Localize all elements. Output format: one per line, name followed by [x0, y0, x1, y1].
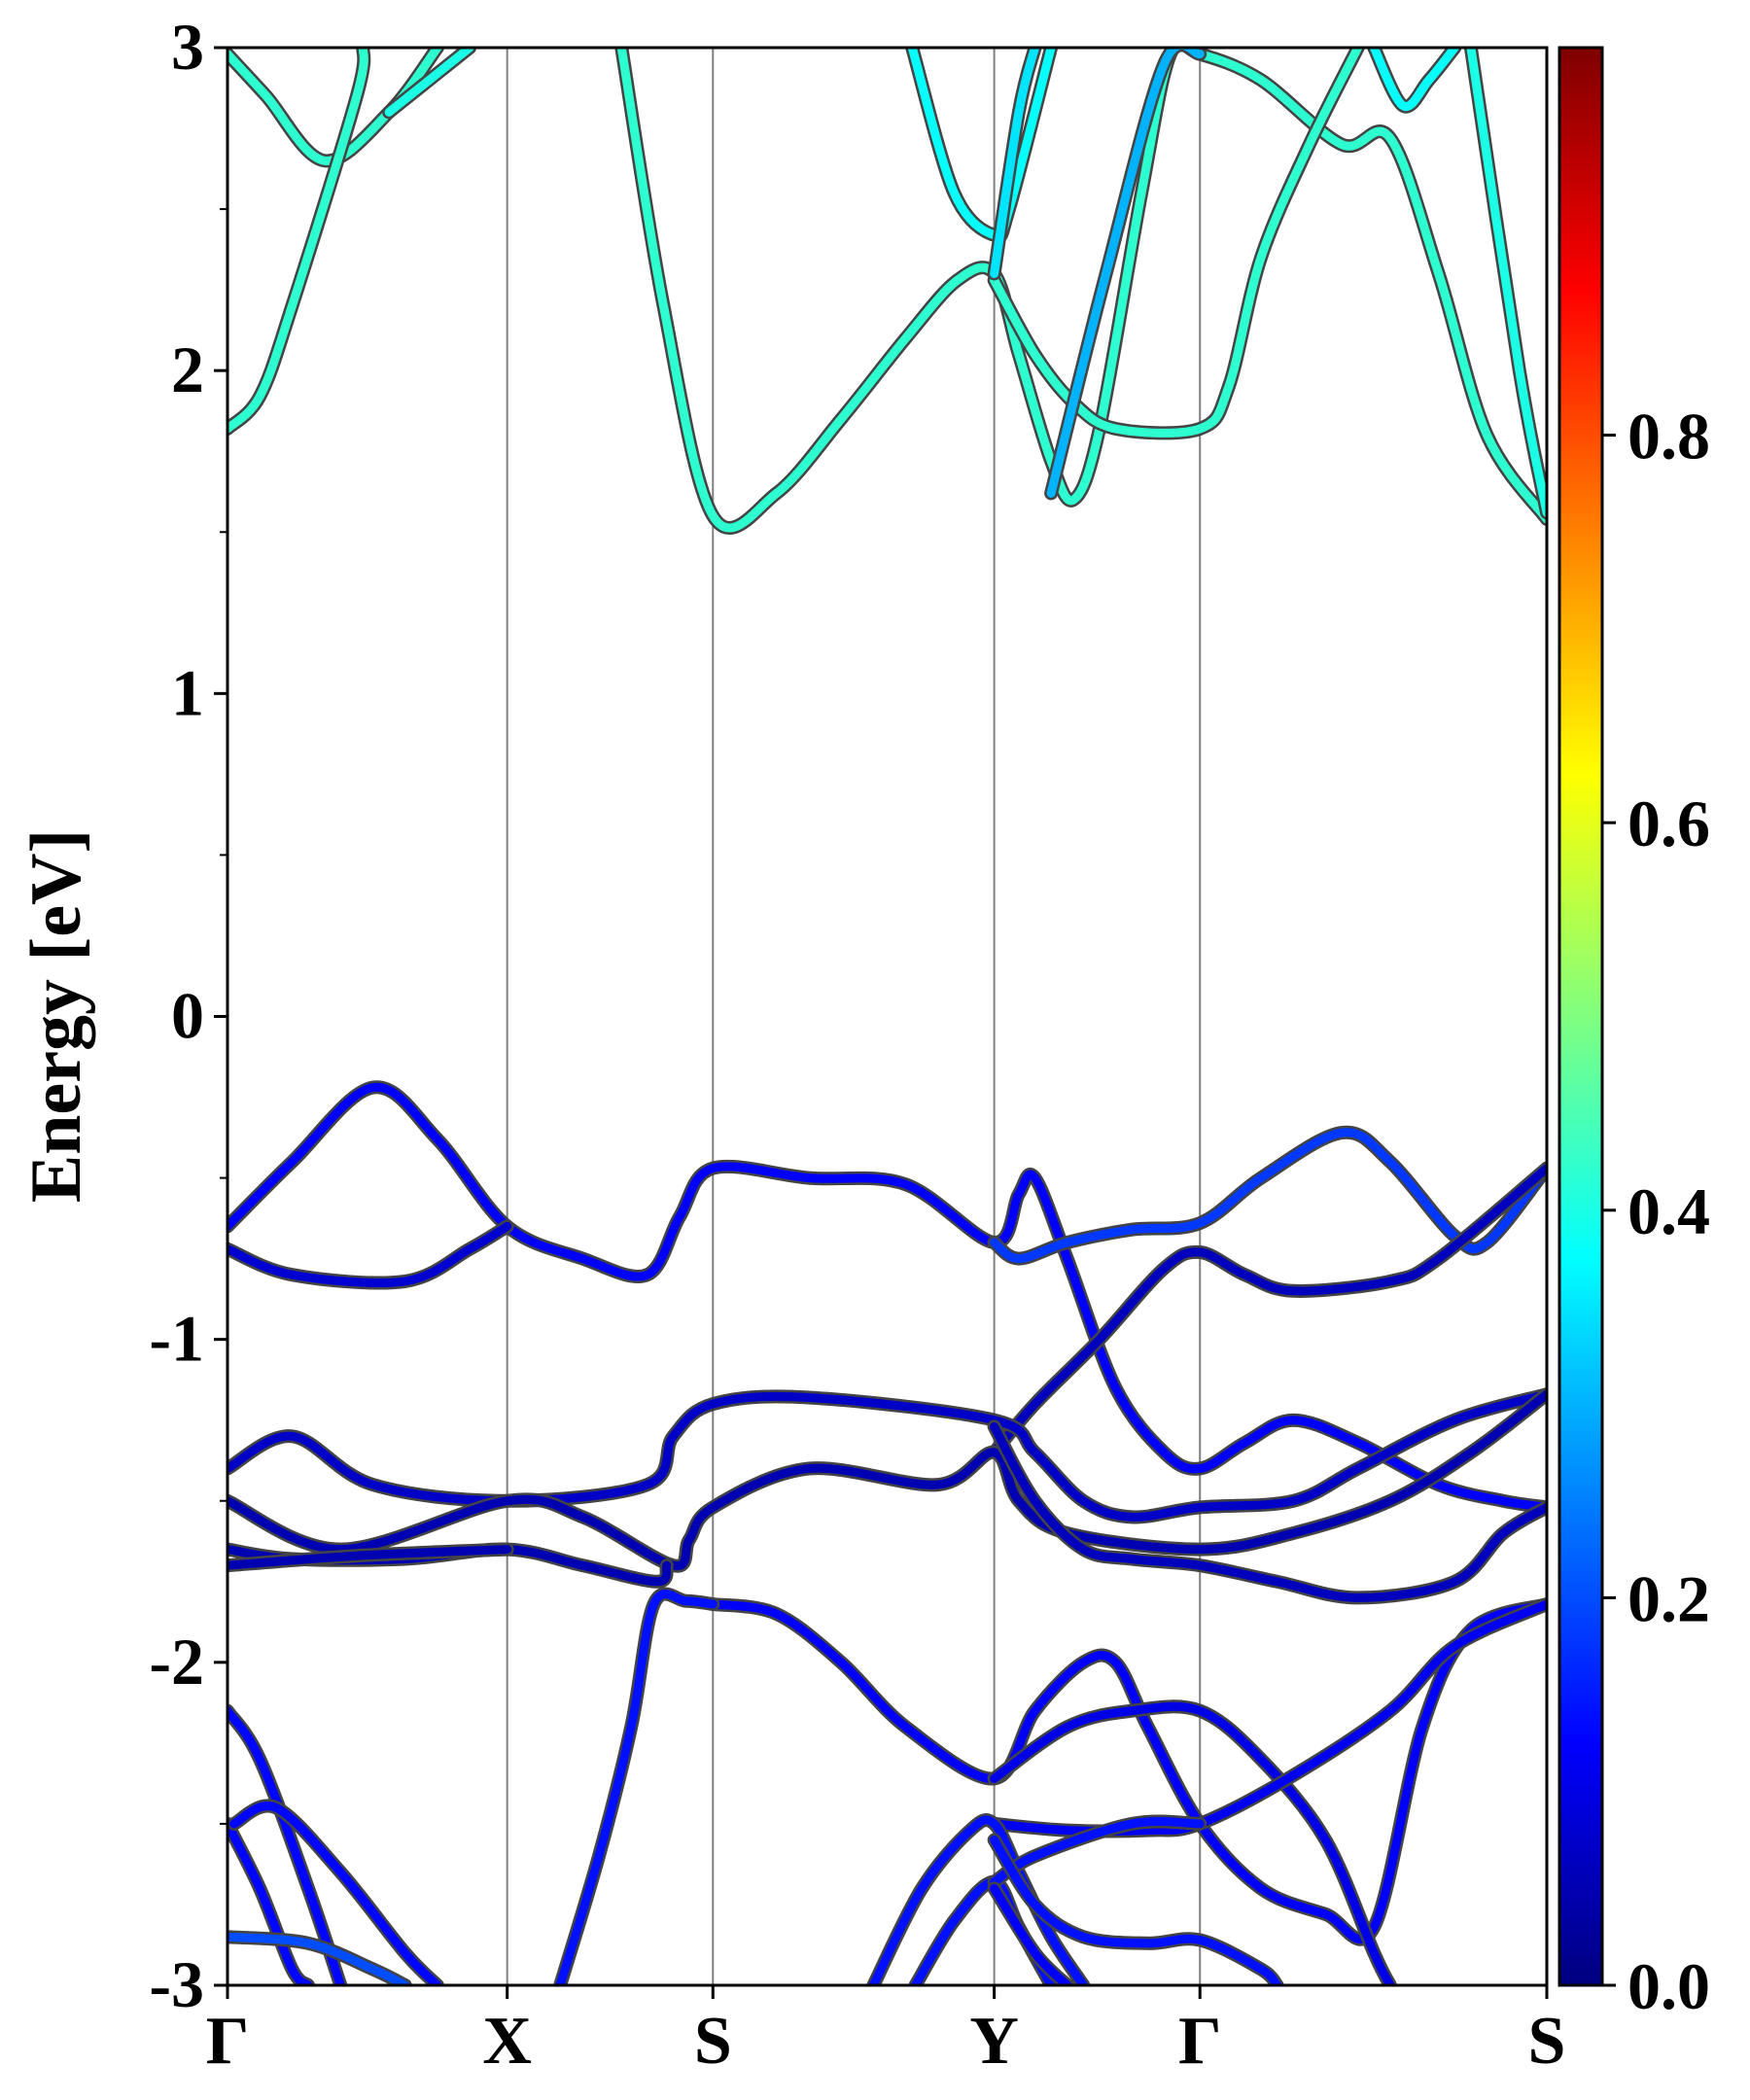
- band-line: [228, 1221, 512, 1287]
- y-tick-label: -1: [149, 1302, 204, 1376]
- x-tick-label: S: [694, 2004, 732, 2079]
- x-tick-label: S: [1528, 2004, 1566, 2079]
- high-symmetry-lines: [506, 48, 1202, 1985]
- colorbar: 0.0 0.2 0.4 0.6 0.8: [1558, 46, 1710, 2023]
- x-tick-label: Γ: [1178, 2004, 1222, 2079]
- band-line: [708, 1599, 1547, 1944]
- colorbar-gradient: [1558, 46, 1604, 1987]
- band-line: [228, 1819, 313, 1985]
- band-line: [1466, 48, 1547, 517]
- band-line: [990, 1701, 1395, 1985]
- bands: [228, 48, 1547, 1985]
- colorbar-tick-label: 0.2: [1628, 1561, 1710, 1635]
- x-tick-label: Y: [969, 2004, 1019, 2079]
- band-line: [228, 48, 368, 434]
- band-line: [990, 48, 1039, 278]
- y-axis: -3 -2 -1 0 1 2 3: [149, 10, 228, 2021]
- colorbar-tick-label: 0.4: [1628, 1174, 1710, 1248]
- x-tick-label: X: [482, 2004, 532, 2079]
- band-line: [555, 1590, 718, 1985]
- colorbar-tick-label: 0.6: [1628, 787, 1710, 860]
- band-line: [229, 1802, 442, 1985]
- plot-background: [228, 48, 1547, 1985]
- colorbar-tick-label: 0.0: [1628, 1949, 1710, 2023]
- band-line: [616, 48, 1547, 533]
- band-line: [228, 1389, 1547, 1522]
- y-axis-label: Energy [eV]: [17, 829, 96, 1203]
- x-tick-label: Γ: [206, 2004, 250, 2079]
- band-line: [990, 1164, 1547, 1457]
- band-line: [1369, 48, 1459, 112]
- y-tick-label: 0: [171, 979, 204, 1053]
- band-line: [1046, 48, 1205, 498]
- band-line: [990, 1883, 1072, 1985]
- y-tick-label: 2: [171, 332, 204, 406]
- band-line: [384, 48, 474, 117]
- band-line: [990, 1128, 1547, 1264]
- y-tick-label: 1: [171, 655, 204, 729]
- band-line: [990, 1836, 1282, 1985]
- band-line: [228, 1932, 410, 1985]
- y-tick-label: -3: [149, 1947, 204, 2021]
- y-tick-label: -2: [149, 1625, 204, 1698]
- band-line: [228, 1545, 512, 1570]
- band-line: [868, 1815, 1088, 1985]
- colorbar-tick-label: 0.8: [1628, 400, 1710, 473]
- band-line: [228, 1389, 1547, 1571]
- band-line: [990, 1421, 1547, 1602]
- band-line: [990, 48, 1363, 438]
- y-tick-label: 3: [171, 10, 204, 84]
